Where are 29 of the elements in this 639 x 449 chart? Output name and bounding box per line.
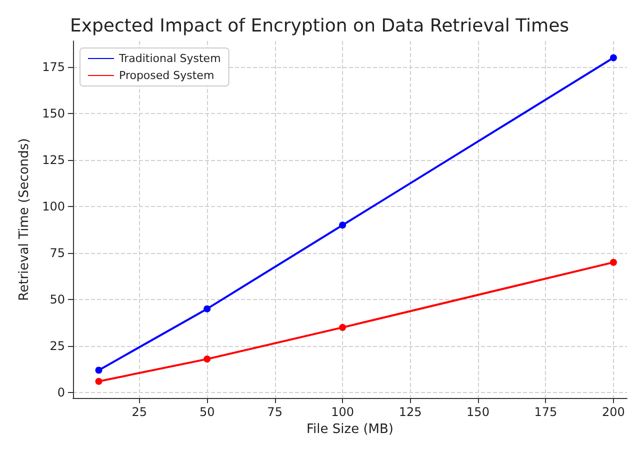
chart-title: Expected Impact of Encryption on Data Retrieval Times bbox=[70, 16, 570, 36]
x-tick-label: 100 bbox=[331, 405, 354, 420]
y-tick-label: 25 bbox=[50, 339, 65, 354]
point bbox=[95, 378, 102, 385]
point bbox=[339, 222, 346, 229]
x-tick-label: 150 bbox=[466, 405, 490, 420]
y-tick-label: 100 bbox=[42, 200, 65, 214]
x-tick-label: 75 bbox=[267, 405, 282, 420]
point bbox=[610, 258, 617, 266]
y-axis-title: Retrieval Time (Seconds) bbox=[17, 138, 32, 301]
y-tick-label: 175 bbox=[42, 60, 65, 74]
legend-label: Proposed System bbox=[119, 69, 214, 82]
x-tick-label: 25 bbox=[132, 405, 148, 420]
point bbox=[95, 366, 102, 374]
y-tick-label: 0 bbox=[57, 386, 65, 400]
point bbox=[204, 305, 211, 312]
x-tick-label: 175 bbox=[534, 405, 558, 420]
y-tick-label: 50 bbox=[50, 292, 65, 307]
legend-label: Traditional System bbox=[118, 52, 221, 65]
y-tick-label: 150 bbox=[42, 106, 65, 121]
x-tick-label: 50 bbox=[199, 405, 215, 420]
y-tick-label: 125 bbox=[42, 153, 65, 168]
point bbox=[610, 54, 617, 62]
x-tick-label: 200 bbox=[602, 405, 625, 420]
x-tick-label: 125 bbox=[398, 405, 422, 420]
x-axis-title: File Size (MB) bbox=[306, 422, 394, 437]
y-tick-label: 75 bbox=[50, 246, 65, 260]
point bbox=[339, 324, 346, 331]
point bbox=[204, 356, 211, 363]
